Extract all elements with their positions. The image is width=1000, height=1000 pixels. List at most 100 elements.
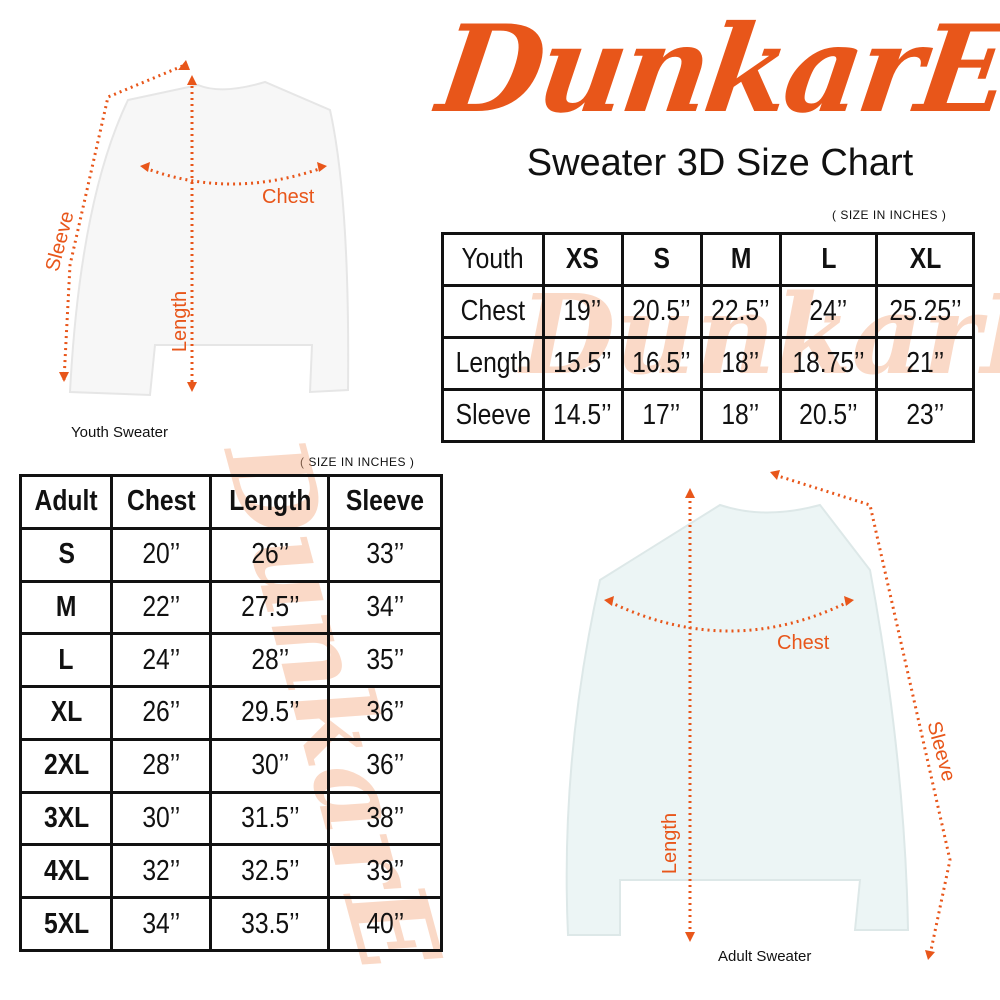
row-label-cell: XL xyxy=(18,685,114,741)
row-label-cell: S xyxy=(18,526,114,583)
adult-size-note: ( SIZE IN INCHES ) xyxy=(300,455,415,469)
youth-chest-label: Chest xyxy=(262,186,315,208)
header-cell: XL xyxy=(875,232,975,287)
cell-text: Adult xyxy=(34,485,98,518)
cell-text: Length xyxy=(228,485,312,518)
table-row: XL 26’’ 29.5’’ 36’’ xyxy=(18,685,443,741)
header-cell: M xyxy=(699,232,782,287)
adult-sweater-shape xyxy=(565,503,910,936)
cell-text: 32’’ xyxy=(142,854,181,887)
cell-text: 30’’ xyxy=(142,801,181,834)
value-cell: 23’’ xyxy=(875,388,975,443)
cell-text: 32.5’’ xyxy=(240,854,300,887)
value-cell: 15.5’’ xyxy=(541,336,624,391)
table-row: M 22’’ 27.5’’ 34’’ xyxy=(18,579,443,636)
value-cell: 34’’ xyxy=(110,896,213,952)
value-cell: 36’’ xyxy=(327,737,443,794)
row-label-cell: 5XL xyxy=(18,896,114,952)
adult-measure-lines xyxy=(609,473,952,956)
row-label-cell: L xyxy=(18,632,114,689)
cell-text: 35’’ xyxy=(366,643,405,676)
row-label-cell: Chest xyxy=(441,284,545,339)
cell-text: 34’’ xyxy=(366,590,405,623)
page-title: Sweater 3D Size Chart xyxy=(526,142,914,184)
cell-text: 3XL xyxy=(43,801,89,834)
value-cell: 39’’ xyxy=(327,843,443,900)
table-row: 3XL 30’’ 31.5’’ 38’’ xyxy=(18,790,443,847)
adult-chest-label: Chest xyxy=(777,632,830,654)
row-label-cell: Sleeve xyxy=(441,388,545,443)
row-label-cell: 4XL xyxy=(18,843,114,900)
cell-text: Sleeve xyxy=(455,399,531,431)
adult-caption: Adult Sweater xyxy=(718,948,812,965)
row-label-cell: Length xyxy=(441,336,545,391)
cell-text: XL xyxy=(50,696,82,729)
header-cell: Adult xyxy=(18,474,114,530)
cell-text: 29.5’’ xyxy=(240,696,300,729)
cell-text: 28’’ xyxy=(250,643,289,676)
table-row: S 20’’ 26’’ 33’’ xyxy=(18,526,443,583)
youth-caption: Youth Sweater xyxy=(71,424,169,441)
youth-sweater-diagram xyxy=(59,60,350,397)
cell-text: 31.5’’ xyxy=(240,801,300,834)
cell-text: M xyxy=(55,590,77,623)
value-cell: 20.5’’ xyxy=(620,284,703,339)
header-cell: Youth xyxy=(441,232,545,287)
cell-text: 26’’ xyxy=(250,538,289,571)
cell-text: 33.5’’ xyxy=(240,907,300,940)
value-cell: 35’’ xyxy=(327,632,443,689)
cell-text: 24’’ xyxy=(142,643,181,676)
table-row: Sleeve 14.5’’ 17’’ 18’’ 20.5’’ 23’’ xyxy=(441,388,975,443)
cell-text: 36’’ xyxy=(366,749,405,782)
cell-text: 36’’ xyxy=(366,696,405,729)
cell-text: 26’’ xyxy=(142,696,181,729)
cell-text: 18’’ xyxy=(721,347,760,379)
cell-text: 38’’ xyxy=(366,801,405,834)
cell-text: 15.5’’ xyxy=(553,347,613,379)
value-cell: 18’’ xyxy=(699,388,782,443)
value-cell: 27.5’’ xyxy=(209,579,331,636)
value-cell: 36’’ xyxy=(327,685,443,741)
value-cell: 14.5’’ xyxy=(541,388,624,443)
value-cell: 20.5’’ xyxy=(778,388,879,443)
header-cell: Chest xyxy=(110,474,213,530)
value-cell: 31.5’’ xyxy=(209,790,331,847)
cell-text: 34’’ xyxy=(142,907,181,940)
cell-text: 24’’ xyxy=(809,295,848,327)
value-cell: 24’’ xyxy=(778,284,879,339)
cell-text: 25.25’’ xyxy=(889,295,962,327)
cell-text: 20.5’’ xyxy=(632,295,691,327)
cell-text: S xyxy=(57,538,75,571)
value-cell: 33’’ xyxy=(327,526,443,583)
table-row: Chest 19’’ 20.5’’ 22.5’’ 24’’ 25.25’’ xyxy=(441,284,975,339)
value-cell: 26’’ xyxy=(209,526,331,583)
youth-size-table: Youth XS S M L XL Chest 19’’ 20.5’’ 22.5’’ 24’’ 25.… xyxy=(441,232,975,443)
cell-text: M xyxy=(730,243,751,275)
value-cell: 32’’ xyxy=(110,843,213,900)
cell-text: 18’’ xyxy=(721,399,760,431)
cell-text: Sleeve xyxy=(346,485,425,518)
cell-text: XL xyxy=(909,243,941,275)
cell-text: 19’’ xyxy=(563,295,602,327)
youth-size-note: ( SIZE IN INCHES ) xyxy=(832,208,947,222)
cell-text: 18.75’’ xyxy=(792,347,865,379)
cell-text: 2XL xyxy=(43,749,89,782)
value-cell: 18.75’’ xyxy=(778,336,879,391)
cell-text: 22’’ xyxy=(142,590,181,623)
cell-text: 40’’ xyxy=(366,907,405,940)
cell-text: S xyxy=(653,243,670,275)
cell-text: 4XL xyxy=(43,854,89,887)
cell-text: Chest xyxy=(127,485,196,518)
value-cell: 30’’ xyxy=(209,737,331,794)
cell-text: 16.5’’ xyxy=(632,347,691,379)
table-row: 4XL 32’’ 32.5’’ 39’’ xyxy=(18,843,443,900)
value-cell: 26’’ xyxy=(110,685,213,741)
value-cell: 28’’ xyxy=(110,737,213,794)
cell-text: 30’’ xyxy=(250,749,289,782)
value-cell: 17’’ xyxy=(620,388,703,443)
value-cell: 30’’ xyxy=(110,790,213,847)
cell-text: L xyxy=(58,643,74,676)
table-header-row: Youth XS S M L XL xyxy=(441,232,975,287)
cell-text: 20.5’’ xyxy=(799,399,858,431)
cell-text: Youth xyxy=(461,243,524,275)
